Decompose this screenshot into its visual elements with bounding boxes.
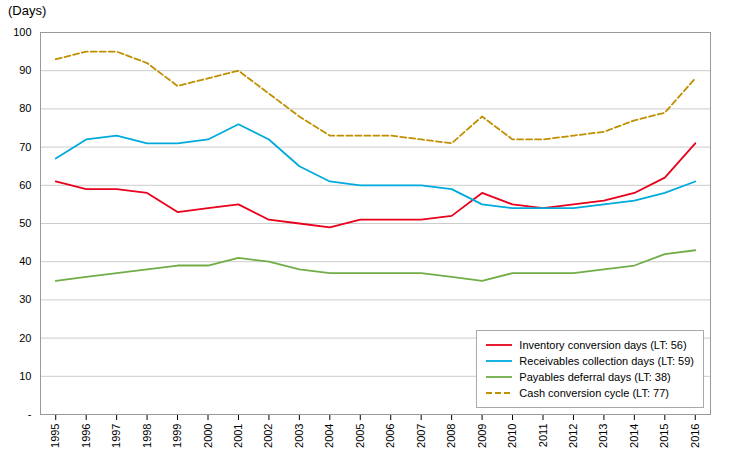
html-text:Receivables collection days (L: Receivables collection days (LT: 59) xyxy=(519,355,694,367)
svg-text:2011: 2011 xyxy=(537,424,549,448)
svg-text:2012: 2012 xyxy=(567,424,579,448)
svg-text:100: 100 xyxy=(13,26,31,38)
svg-text:20: 20 xyxy=(19,332,31,344)
svg-text:2016: 2016 xyxy=(689,424,701,448)
svg-text:1998: 1998 xyxy=(141,424,153,448)
svg-text:-: - xyxy=(28,408,32,420)
html-text:Cash conversion cycle (LT: 77): Cash conversion cycle (LT: 77) xyxy=(519,387,669,399)
svg-text:40: 40 xyxy=(19,255,31,267)
svg-text:2001: 2001 xyxy=(232,424,244,448)
svg-text:2002: 2002 xyxy=(262,424,274,448)
svg-text:1997: 1997 xyxy=(110,424,122,448)
svg-text:2008: 2008 xyxy=(445,424,457,448)
svg-text:10: 10 xyxy=(19,370,31,382)
svg-text:2006: 2006 xyxy=(384,424,396,448)
svg-text:1999: 1999 xyxy=(171,424,183,448)
html-text:Payables deferral days (LT: 38: Payables deferral days (LT: 38) xyxy=(519,371,671,383)
svg-text:1996: 1996 xyxy=(80,424,92,448)
svg-text:80: 80 xyxy=(19,102,31,114)
svg-text:2000: 2000 xyxy=(202,424,214,448)
svg-text:2003: 2003 xyxy=(293,424,305,448)
svg-text:2010: 2010 xyxy=(506,424,518,448)
svg-text:90: 90 xyxy=(19,64,31,76)
svg-text:2007: 2007 xyxy=(415,424,427,448)
svg-text:1995: 1995 xyxy=(49,424,61,448)
svg-text:2004: 2004 xyxy=(323,424,335,448)
html-text:Inventory conversion days (LT:: Inventory conversion days (LT: 56) xyxy=(519,339,687,351)
svg-text:70: 70 xyxy=(19,141,31,153)
svg-text:2005: 2005 xyxy=(354,424,366,448)
html-text:(Days): (Days) xyxy=(8,3,47,18)
svg-text:2014: 2014 xyxy=(628,424,640,448)
svg-text:2009: 2009 xyxy=(476,424,488,448)
svg-text:2015: 2015 xyxy=(658,424,670,448)
svg-text:2013: 2013 xyxy=(597,424,609,448)
svg-text:60: 60 xyxy=(19,179,31,191)
svg-text:30: 30 xyxy=(19,293,31,305)
svg-text:50: 50 xyxy=(19,217,31,229)
